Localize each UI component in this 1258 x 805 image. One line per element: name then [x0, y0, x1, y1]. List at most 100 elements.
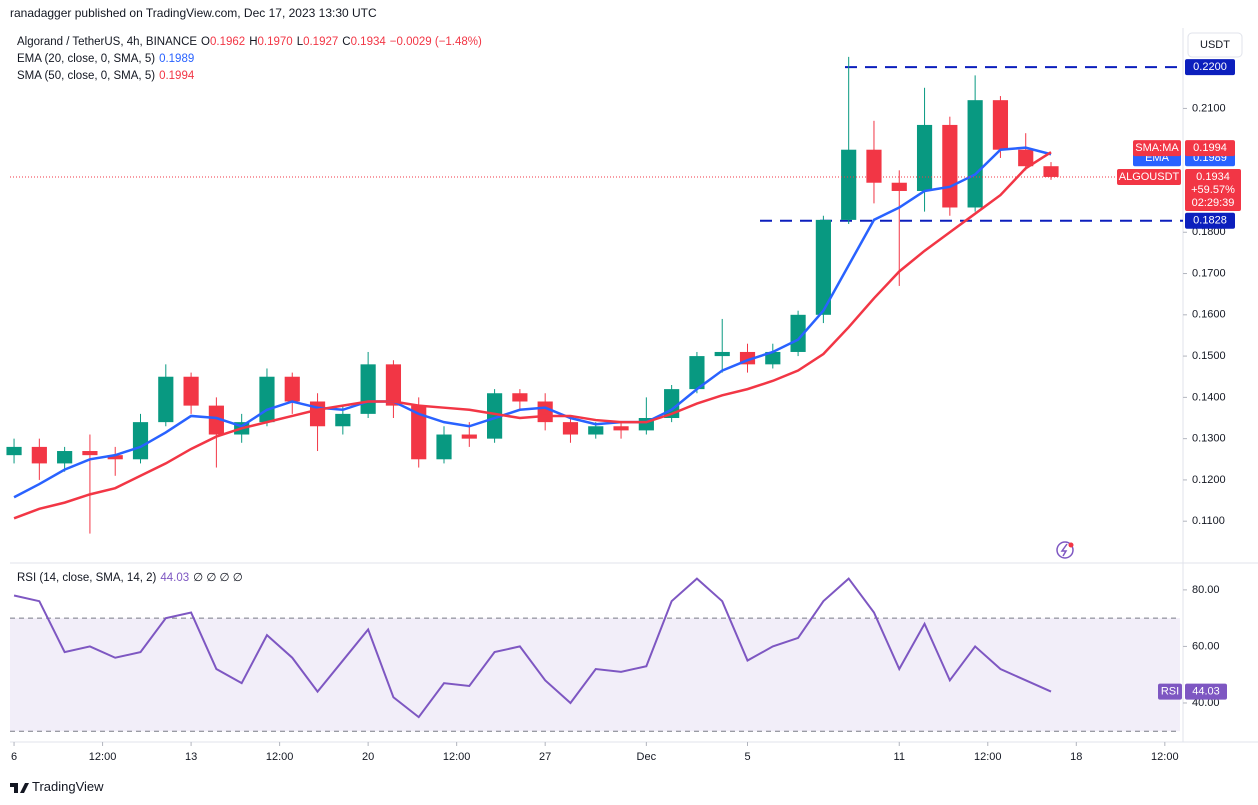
sma-legend: SMA (50, close, 0, SMA, 5) 0.1994	[17, 68, 198, 85]
candle-body	[487, 393, 503, 439]
x-tick-label: 6	[11, 751, 17, 763]
y-tick-label: 0.1500	[1192, 350, 1226, 362]
logo-mark	[10, 783, 29, 793]
candle-body	[411, 405, 427, 460]
rsi-line	[13, 577, 1052, 719]
x-tick-label: Dec	[637, 751, 657, 763]
rsi-tag-value-bg	[1185, 683, 1227, 700]
last-price-tag: +59.57%	[1191, 184, 1235, 196]
candle-body	[208, 405, 224, 435]
moving-average-line	[13, 146, 1052, 499]
level-tag: 0.1828	[1193, 215, 1227, 227]
candle-body	[841, 149, 857, 220]
y-tick-label: 0.1300	[1192, 433, 1226, 445]
alert-icon-ring[interactable]	[1056, 541, 1074, 559]
rsi-tag-name-bg	[1158, 683, 1182, 700]
indicator-name: SMA (50, close, 0, SMA, 5)	[17, 70, 156, 82]
indicator-value: 44.03	[160, 572, 190, 584]
ohlc-key: O	[201, 36, 210, 48]
candle-body	[562, 422, 579, 435]
alert-icon[interactable]	[1056, 541, 1074, 559]
y-tick-label: 0.1800	[1192, 226, 1226, 238]
brand: TradingView	[32, 779, 104, 794]
indicator-extras: ∅ ∅ ∅ ∅	[193, 572, 243, 584]
x-tick-label: 5	[744, 751, 750, 763]
candle-body	[891, 182, 907, 191]
candle-body	[1043, 166, 1059, 177]
candle-body	[992, 100, 1009, 150]
indicator-name: EMA (20, close, 0, SMA, 5)	[17, 53, 156, 65]
candle-body	[714, 351, 730, 357]
level-tag-bg	[1185, 59, 1235, 76]
candle-body	[967, 100, 983, 208]
last-price-tag-bg	[1185, 168, 1241, 211]
candle-body	[689, 356, 705, 390]
candle-body	[815, 219, 831, 315]
y-tick-label: 0.1700	[1192, 267, 1226, 279]
moving-average-line	[13, 151, 1052, 520]
candle-body	[765, 351, 781, 365]
rsi-tag-value: 44.03	[1192, 685, 1220, 697]
candle-body	[436, 434, 452, 460]
rsi-band	[10, 618, 1180, 732]
last-price-tag: 02:29:39	[1192, 197, 1235, 209]
candle-body	[82, 451, 98, 456]
alert-icon-dot[interactable]	[1068, 542, 1074, 548]
x-tick-label: 18	[1070, 751, 1082, 763]
candle-body	[259, 376, 275, 423]
candle-body	[942, 124, 958, 208]
x-tick-label: 27	[539, 751, 551, 763]
ohlc-key: L	[296, 36, 304, 48]
x-tick-label: 12:00	[443, 751, 471, 763]
x-tick-label: 13	[185, 751, 197, 763]
price-legend: Algorand / TetherUS, 4h, BINANCE O0.1962 H…	[17, 34, 486, 51]
candle-body	[6, 446, 22, 456]
symbol-title: Algorand / TetherUS, 4h, BINANCE	[17, 36, 198, 48]
rsi-legend: RSI (14, close, SMA, 14, 2) 44.03 ∅ ∅ ∅ ∅	[17, 570, 247, 587]
candle-body	[461, 434, 477, 439]
candle-body	[183, 376, 199, 406]
x-tick-label: 12:00	[266, 751, 294, 763]
ohlc-key: C	[342, 36, 351, 48]
indicator-value: 0.1994	[159, 70, 195, 82]
currency-label[interactable]: USDT	[1200, 39, 1230, 51]
candle-body	[360, 364, 376, 414]
currency-button[interactable]	[1187, 32, 1243, 58]
candle-body	[537, 401, 553, 423]
y-tick-label: 0.2100	[1192, 102, 1226, 114]
indicator-value: 0.1989	[159, 53, 195, 65]
candle-body	[916, 124, 933, 191]
level-tag-bg	[1185, 212, 1235, 229]
rsi-y-tick-label: 80.00	[1192, 584, 1220, 596]
candle-body	[588, 426, 604, 435]
candle-body	[107, 455, 123, 460]
candle-body	[132, 422, 149, 460]
indicator-tag-name: SMA:MA	[1135, 142, 1179, 154]
candle-body	[158, 376, 174, 423]
alert-icon-bolt[interactable]	[1060, 543, 1068, 557]
rsi-y-tick-label: 40.00	[1192, 697, 1220, 709]
y-tick-label: 0.1200	[1192, 474, 1226, 486]
candle-body	[31, 446, 47, 464]
candle-body	[57, 451, 73, 464]
logo	[10, 783, 29, 793]
indicator-tag-name-bg	[1133, 140, 1181, 157]
indicator-tag-value-bg	[1185, 140, 1235, 157]
ohlc-value: 0.1934	[350, 36, 386, 48]
candle-body	[284, 376, 300, 402]
y-tick-label: 0.1600	[1192, 309, 1226, 321]
indicator-name: RSI (14, close, SMA, 14, 2)	[17, 572, 157, 584]
rsi-y-tick-label: 60.00	[1192, 640, 1220, 652]
byline: ranadagger published on TradingView.com,…	[10, 6, 377, 20]
x-tick-label: 12:00	[89, 751, 117, 763]
x-tick-label: 20	[362, 751, 374, 763]
symbol-tag: ALGOUSDT	[1119, 171, 1180, 183]
x-tick-label: 11	[894, 751, 905, 763]
ohlc-value: 0.1970	[257, 36, 293, 48]
ohlc-value: 0.1927	[303, 36, 339, 48]
level-tag: 0.2200	[1193, 61, 1227, 73]
candle-body	[866, 149, 882, 183]
rsi-tag-name: RSI	[1161, 685, 1179, 697]
price-change: −0.0029 (−1.48%)	[389, 36, 482, 48]
